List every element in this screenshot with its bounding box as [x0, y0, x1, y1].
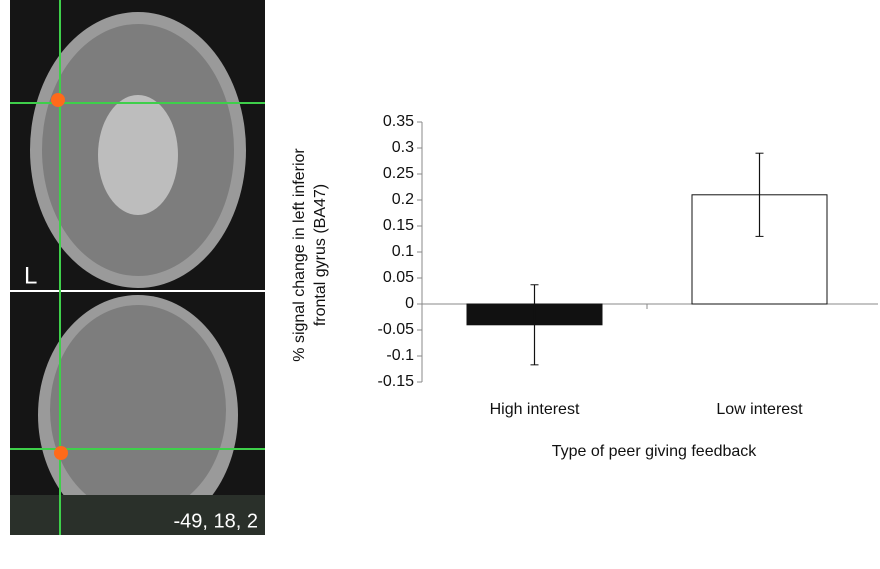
y-tick-label: 0.25	[383, 165, 414, 182]
y-tick-label: 0.3	[392, 139, 414, 156]
axial-center	[98, 95, 178, 215]
y-tick-label: 0.2	[392, 191, 414, 208]
y-tick-label: 0.15	[383, 217, 414, 234]
activation-blob	[54, 446, 68, 460]
y-axis-label: % signal change in left inferior	[291, 148, 308, 362]
x-tick-label: High interest	[490, 401, 580, 418]
y-tick-label: -0.1	[386, 347, 414, 364]
figure: L -49, 18, 2 % signal change in left inf…	[0, 0, 880, 564]
y-tick-label: 0	[405, 295, 414, 312]
y-tick-label: -0.15	[378, 373, 415, 390]
y-axis-label: frontal gyrus (BA47)	[312, 184, 329, 326]
y-tick-label: 0.35	[383, 113, 414, 130]
x-tick-label: Low interest	[716, 401, 803, 418]
coronal-brain	[50, 305, 226, 515]
activation-blob	[51, 93, 65, 107]
hemisphere-label: L	[24, 262, 37, 289]
brain-images: L -49, 18, 2	[10, 0, 265, 535]
y-tick-label: 0.1	[392, 243, 414, 260]
y-tick-label: 0.05	[383, 269, 414, 286]
x-axis-label: Type of peer giving feedback	[552, 443, 758, 460]
y-tick-label: -0.05	[378, 321, 415, 338]
coordinates-label: -49, 18, 2	[173, 510, 258, 532]
